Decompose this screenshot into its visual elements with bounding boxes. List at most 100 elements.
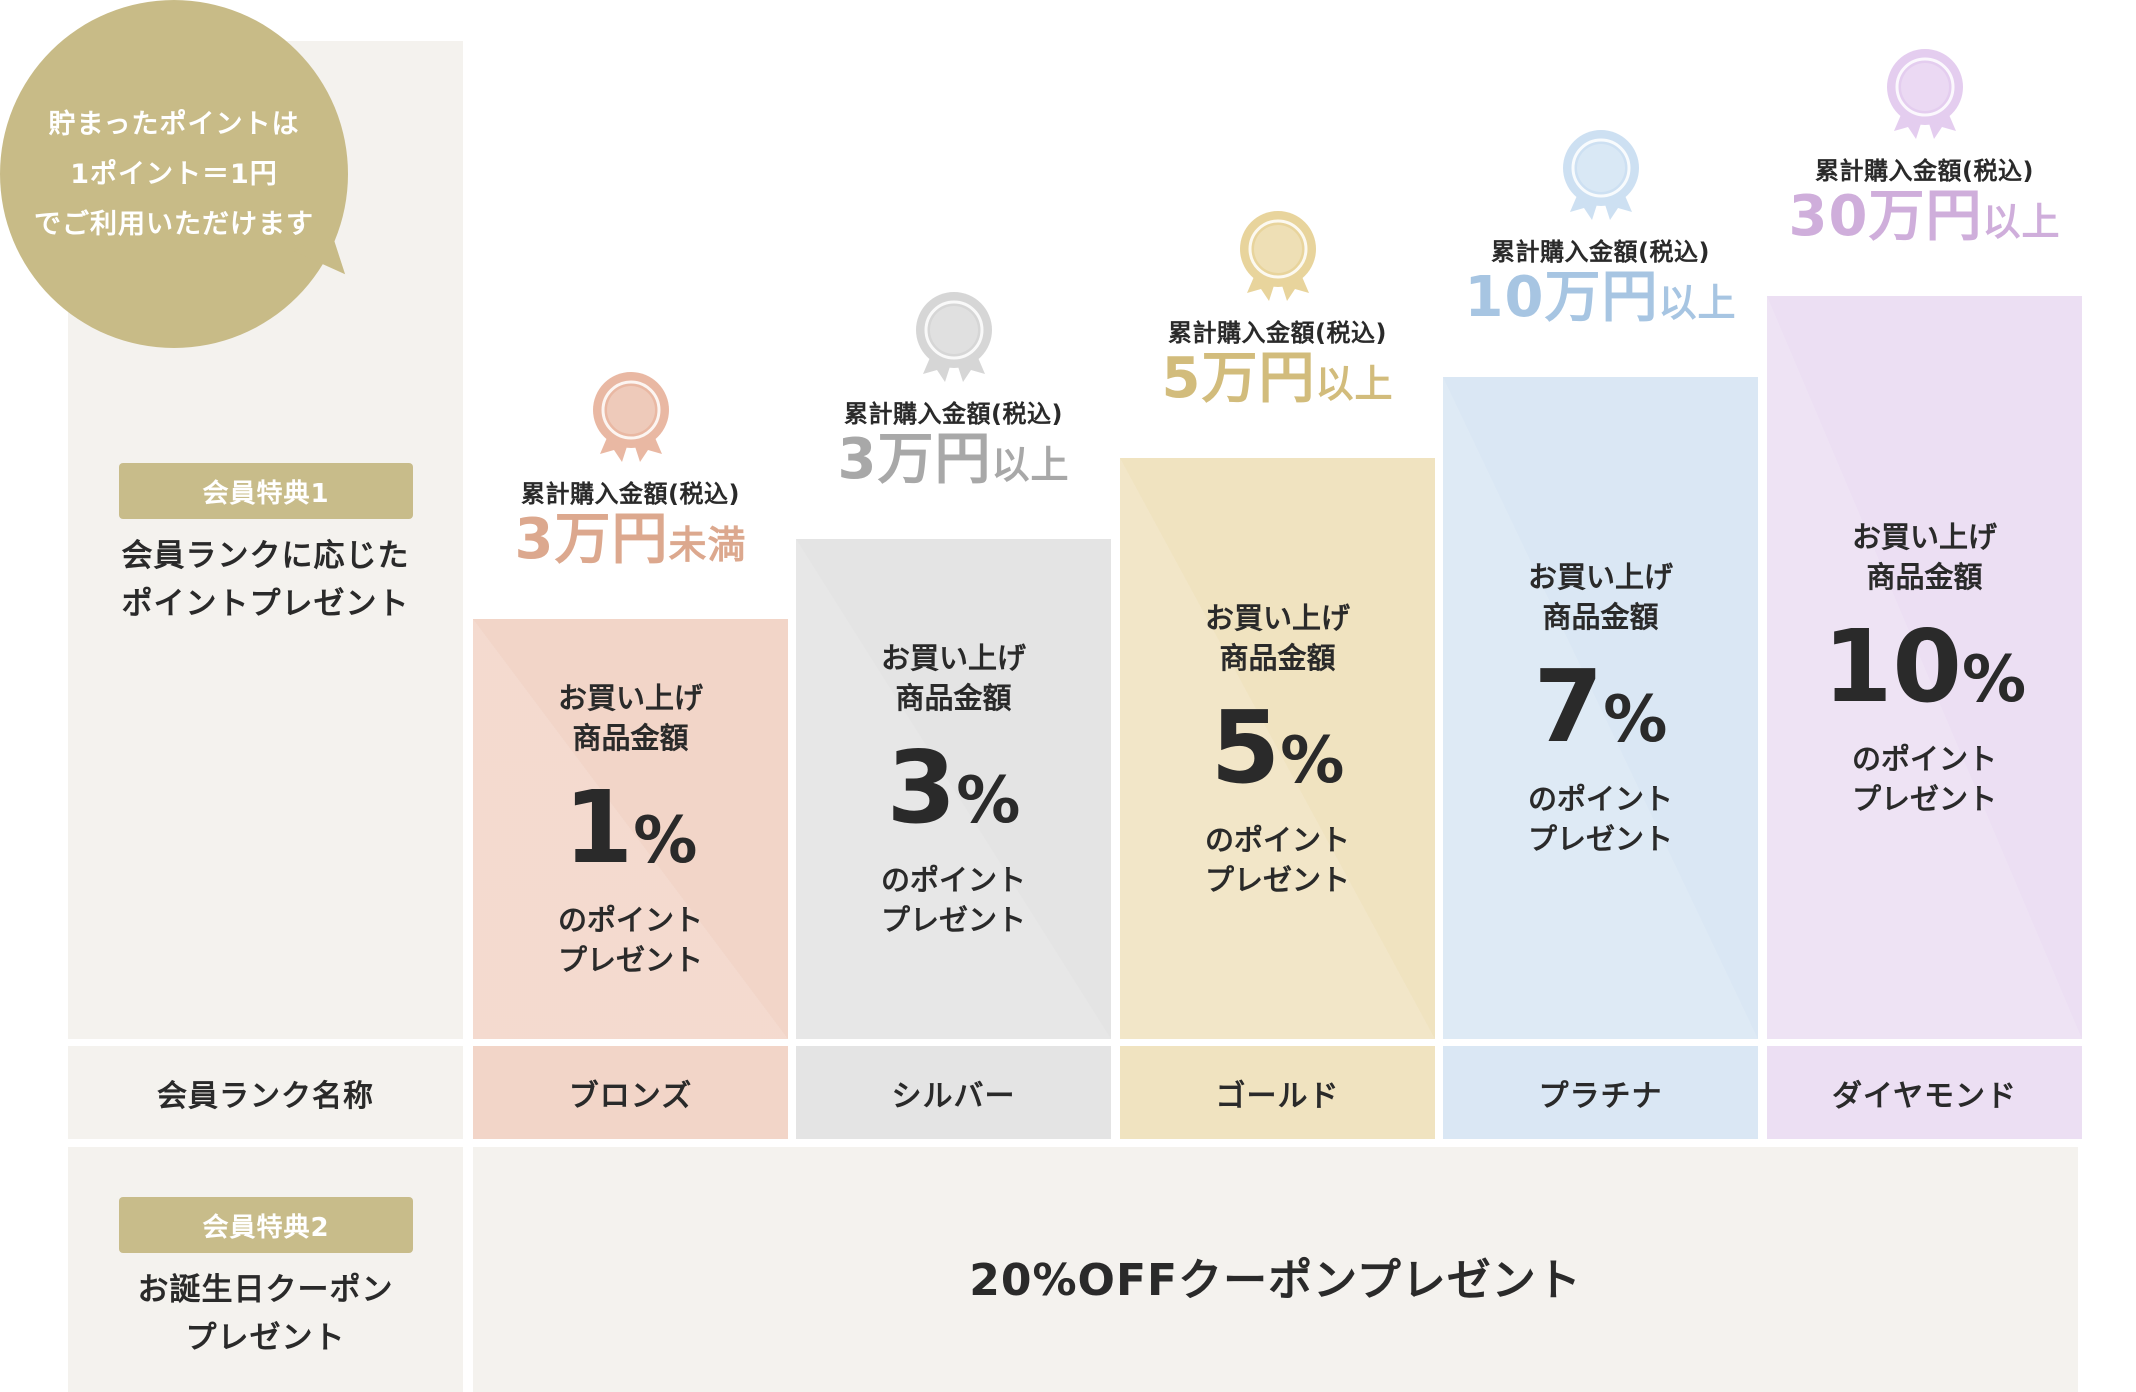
bar-caption-line: お買い上げ — [1527, 560, 1673, 594]
threshold-value: 3万円 — [514, 507, 669, 572]
threshold-value: 10万円 — [1464, 265, 1659, 330]
rank-name-diamond: ダイヤモンド — [1767, 1046, 2082, 1139]
bar-caption-line: のポイント — [1204, 822, 1350, 857]
bar-caption-line: プレゼント — [1527, 822, 1673, 856]
threshold-value: 5万円 — [1161, 346, 1316, 411]
rank-name-gold: ゴールド — [1120, 1046, 1435, 1139]
medal-icon — [1886, 49, 1963, 139]
bar-caption-line: プレゼント — [880, 903, 1026, 937]
point-rate-number: 1 — [563, 769, 634, 886]
point-rate-bar: お買い上げ商品金額 1% のポイントプレゼント — [473, 619, 788, 1039]
bar-caption-line: プレゼント — [1851, 781, 1997, 816]
bar-caption-line: のポイント — [1527, 782, 1673, 816]
rank-name-header: 会員ランク名称 — [68, 1046, 463, 1139]
benefit1-description: 会員ランクに応じた ポイントプレゼント — [68, 532, 463, 628]
cumulative-purchase-label: 累計購入金額(税込) — [521, 480, 740, 508]
bubble-line: 1ポイント＝1円 — [70, 159, 278, 190]
benefit1-tag: 会員特典1 — [119, 463, 413, 519]
benefit1-desc-line: 会員ランクに応じた — [121, 538, 410, 574]
bar-caption-bottom: のポイントプレゼント — [1852, 739, 1997, 819]
bar-caption-line: のポイント — [557, 903, 703, 937]
bar-caption-top: お買い上げ 商品金額 — [1852, 517, 1997, 597]
threshold-value: 30万円 — [1788, 184, 1983, 249]
bar-caption-bottom: のポイントプレゼント — [1205, 820, 1350, 900]
threshold-amount: 30万円以上 — [1767, 186, 2082, 248]
birthday-coupon-content: 20%OFFクーポンプレゼント — [473, 1147, 2078, 1392]
bar-caption-line: プレゼント — [1204, 862, 1350, 897]
threshold-amount: 3万円以上 — [796, 429, 1111, 491]
threshold-suffix: 未満 — [668, 523, 747, 567]
benefit1-desc-line: ポイントプレゼント — [121, 586, 410, 622]
bubble-text: 貯まったポイントは 1ポイント＝1円 でご利用いただけます — [0, 100, 348, 250]
bar-caption-line: お買い上げ — [1204, 600, 1350, 635]
cumulative-purchase-label: 累計購入金額(税込) — [844, 400, 1063, 428]
rank-name-platinum: プラチナ — [1443, 1046, 1758, 1139]
bar-caption-bottom: のポイントプレゼント — [558, 900, 703, 980]
bar-caption-line: 商品金額 — [895, 681, 1012, 715]
threshold-value: 3万円 — [837, 427, 992, 492]
point-rate: 10% — [1823, 616, 2027, 717]
point-rate-number: 7 — [1533, 648, 1604, 765]
bar-caption-line: お買い上げ — [557, 681, 703, 715]
percent-sign: % — [633, 804, 698, 878]
bar-caption-line: プレゼント — [557, 943, 703, 977]
rank-threshold-header: 累計購入金額(税込) 30万円以上 — [1767, 45, 2082, 248]
bar-caption-line: お買い上げ — [880, 641, 1026, 675]
percent-sign: % — [1962, 642, 2027, 717]
point-rate-number: 10 — [1822, 607, 1963, 725]
benefit2-description: お誕生日クーポン プレゼント — [68, 1266, 463, 1362]
bubble-line: 貯まったポイントは — [48, 109, 300, 140]
medal-icon — [915, 292, 992, 382]
bubble-line: でご利用いただけます — [34, 209, 314, 240]
cumulative-purchase-label: 累計購入金額(税込) — [1815, 157, 2034, 185]
medal-icon — [1239, 211, 1316, 301]
bar-caption-top: お買い上げ 商品金額 — [558, 678, 703, 758]
point-rate-bar: お買い上げ商品金額 7% のポイントプレゼント — [1443, 377, 1758, 1039]
point-rate-number: 3 — [886, 729, 957, 846]
benefit2-desc-line: お誕生日クーポン — [137, 1272, 394, 1308]
point-rate-bar: お買い上げ商品金額 10% のポイントプレゼント — [1767, 296, 2082, 1039]
point-rate-bar: お買い上げ商品金額 5% のポイントプレゼント — [1120, 458, 1435, 1039]
rank-threshold-header: 累計購入金額(税込) 3万円以上 — [796, 288, 1111, 491]
bar-caption-bottom: のポイントプレゼント — [1528, 779, 1673, 859]
rank-threshold-header: 累計購入金額(税込) 5万円以上 — [1120, 207, 1435, 410]
bar-caption-line: のポイント — [880, 863, 1026, 897]
rank-name-bronze: ブロンズ — [473, 1046, 788, 1139]
percent-sign: % — [1280, 723, 1345, 798]
point-rate: 5% — [1211, 697, 1345, 798]
bar-caption-line: お買い上げ — [1851, 519, 1997, 554]
threshold-suffix: 以上 — [1982, 200, 2061, 244]
bar-caption-line: のポイント — [1851, 741, 1997, 776]
threshold-suffix: 以上 — [1658, 281, 1737, 325]
threshold-suffix: 以上 — [991, 443, 1070, 487]
benefit2-desc-line: プレゼント — [185, 1320, 346, 1356]
point-rate-bar: お買い上げ商品金額 3% のポイントプレゼント — [796, 539, 1111, 1039]
point-rate-number: 5 — [1210, 688, 1281, 806]
bar-caption-line: 商品金額 — [572, 721, 689, 755]
benefit2-tag: 会員特典2 — [119, 1197, 413, 1253]
point-rate: 3% — [887, 738, 1021, 838]
benefit2-label-panel — [68, 1147, 463, 1392]
threshold-amount: 5万円以上 — [1120, 348, 1435, 410]
medal-icon — [1562, 130, 1639, 220]
point-rate: 7% — [1534, 657, 1668, 757]
threshold-amount: 3万円未満 — [473, 509, 788, 571]
rank-threshold-header: 累計購入金額(税込) 10万円以上 — [1443, 126, 1758, 329]
threshold-suffix: 以上 — [1315, 362, 1394, 406]
cumulative-purchase-label: 累計購入金額(税込) — [1168, 319, 1387, 347]
bar-caption-line: 商品金額 — [1542, 600, 1659, 634]
rank-threshold-header: 累計購入金額(税込) 3万円未満 — [473, 368, 788, 571]
bar-caption-line: 商品金額 — [1219, 640, 1336, 675]
bar-caption-bottom: のポイントプレゼント — [881, 860, 1026, 940]
threshold-amount: 10万円以上 — [1443, 267, 1758, 329]
medal-icon — [592, 372, 669, 462]
bar-caption-top: お買い上げ 商品金額 — [1528, 557, 1673, 637]
bar-caption-line: 商品金額 — [1866, 559, 1983, 594]
cumulative-purchase-label: 累計購入金額(税込) — [1491, 238, 1710, 266]
points-info-bubble — [0, 0, 348, 348]
bar-caption-top: お買い上げ 商品金額 — [1205, 598, 1350, 678]
percent-sign: % — [1603, 683, 1668, 757]
percent-sign: % — [956, 764, 1021, 838]
point-rate: 1% — [564, 778, 698, 878]
